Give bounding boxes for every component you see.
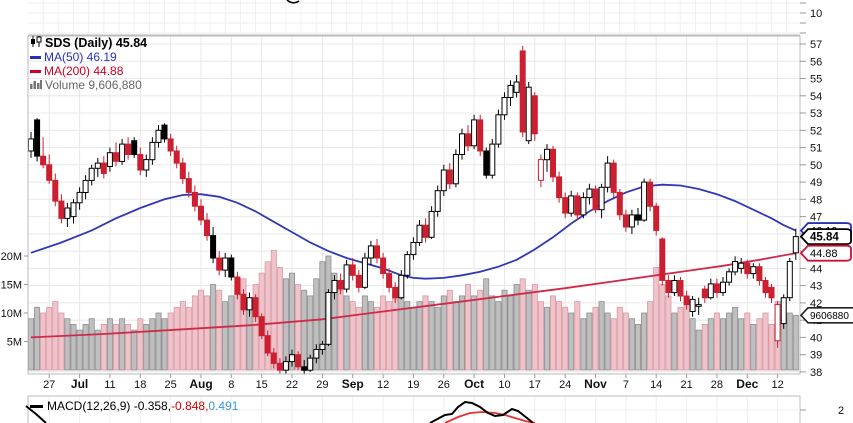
svg-text:2: 2 bbox=[838, 405, 844, 417]
svg-text:44.88: 44.88 bbox=[810, 248, 838, 260]
price-axis: 5756555453525150494847464544434241403938 bbox=[800, 39, 822, 379]
ma50-line-swatch bbox=[30, 55, 41, 59]
svg-text:15M: 15M bbox=[1, 280, 22, 292]
svg-text:51: 51 bbox=[810, 143, 822, 155]
svg-text:38: 38 bbox=[810, 367, 822, 379]
legend-ma200-row: MA(200) 44.88 bbox=[30, 64, 147, 78]
ma50-label: MA(50) 46.19 bbox=[44, 49, 117, 64]
svg-text:20M: 20M bbox=[1, 251, 22, 263]
svg-text:53: 53 bbox=[810, 108, 822, 120]
svg-text:12: 12 bbox=[771, 379, 783, 391]
svg-text:11: 11 bbox=[104, 379, 115, 391]
svg-text:21: 21 bbox=[680, 379, 692, 391]
svg-text:9606880: 9606880 bbox=[810, 311, 849, 322]
macd-signal-value: -0.848, bbox=[171, 399, 209, 413]
svg-text:27: 27 bbox=[43, 379, 55, 391]
svg-text:42: 42 bbox=[810, 298, 822, 310]
svg-text:Aug: Aug bbox=[189, 377, 212, 391]
date-axis: 27 Jul 11 18 25 Aug 8 15 22 29 Sep 12 19 26 Oct 10 17 24 N… bbox=[43, 377, 784, 391]
macd-legend: MACD(12,26,9) -0.358, -0.848, 0.491 bbox=[28, 399, 238, 413]
svg-text:18: 18 bbox=[134, 379, 146, 391]
svg-text:22: 22 bbox=[286, 379, 298, 391]
svg-text:Dec: Dec bbox=[736, 377, 758, 391]
svg-text:10M: 10M bbox=[1, 308, 22, 320]
legend-volume-row: Volume 9,606,880 bbox=[30, 78, 147, 92]
macd-panel: 2 bbox=[25, 395, 844, 423]
ma200-line-swatch bbox=[30, 69, 41, 73]
macd-hist-value: 0.491 bbox=[208, 399, 239, 413]
candles bbox=[28, 45, 799, 374]
macd-line-swatch bbox=[30, 404, 43, 408]
svg-text:24: 24 bbox=[559, 379, 571, 391]
svg-text:10: 10 bbox=[498, 379, 510, 391]
axis-callout-bubble: 45.84 bbox=[799, 228, 852, 246]
volume-label: Volume 9,606,880 bbox=[45, 77, 142, 92]
ma200-label: MA(200) 44.88 bbox=[44, 63, 124, 78]
candlestick-chart-icon bbox=[30, 35, 42, 51]
svg-text:45.84: 45.84 bbox=[810, 232, 839, 244]
svg-text:26: 26 bbox=[438, 379, 450, 391]
svg-text:7: 7 bbox=[623, 379, 629, 391]
svg-text:Sep: Sep bbox=[342, 377, 364, 391]
main-panel-border bbox=[27, 35, 801, 375]
svg-text:29: 29 bbox=[316, 379, 328, 391]
svg-text:10: 10 bbox=[810, 8, 822, 20]
svg-text:17: 17 bbox=[529, 379, 541, 391]
svg-text:57: 57 bbox=[810, 39, 822, 51]
volume-callout-bubble: 9606880 bbox=[799, 306, 853, 324]
svg-text:48: 48 bbox=[810, 194, 822, 206]
ma50-line bbox=[30, 183, 797, 280]
svg-text:14: 14 bbox=[650, 379, 662, 391]
chart-legend: SDS (Daily) 45.84 MA(50) 46.19 MA(200) 4… bbox=[30, 35, 148, 92]
legend-ma50-row: MA(50) 46.19 bbox=[30, 50, 147, 64]
svg-text:12: 12 bbox=[377, 379, 389, 391]
svg-text:52: 52 bbox=[810, 125, 822, 137]
svg-text:50: 50 bbox=[810, 160, 822, 172]
volume-bars-icon bbox=[30, 78, 42, 93]
svg-text:56: 56 bbox=[810, 56, 822, 68]
svg-text:47: 47 bbox=[810, 212, 822, 224]
volume-axis: 20M 15M 10M 5M bbox=[1, 251, 28, 349]
macd-value: MACD(12,26,9) -0.358, bbox=[47, 399, 172, 413]
legend-symbol-row: SDS (Daily) 45.84 bbox=[30, 35, 148, 51]
svg-text:49: 49 bbox=[810, 177, 822, 189]
svg-text:15: 15 bbox=[256, 379, 268, 391]
svg-text:55: 55 bbox=[810, 74, 822, 86]
svg-text:39: 39 bbox=[810, 350, 822, 362]
svg-text:Jul: Jul bbox=[71, 377, 88, 391]
svg-text:54: 54 bbox=[810, 91, 822, 103]
svg-text:8: 8 bbox=[228, 379, 234, 391]
svg-text:25: 25 bbox=[164, 379, 176, 391]
symbol-title: SDS (Daily) 45.84 bbox=[45, 35, 148, 50]
svg-text:43: 43 bbox=[810, 281, 822, 293]
macd-line-curve bbox=[429, 400, 534, 423]
macd-signal-curve bbox=[444, 411, 536, 423]
svg-text:19: 19 bbox=[407, 379, 419, 391]
macd-line-curve-left bbox=[25, 405, 47, 423]
svg-text:5M: 5M bbox=[7, 337, 22, 349]
svg-text:40: 40 bbox=[810, 332, 822, 344]
axis-callout-bubble: 44.88 bbox=[799, 244, 852, 262]
svg-text:44: 44 bbox=[810, 263, 822, 275]
top-panel: 10 bbox=[28, 0, 822, 36]
svg-text:Nov: Nov bbox=[584, 377, 607, 391]
svg-text:28: 28 bbox=[711, 379, 723, 391]
svg-text:Oct: Oct bbox=[464, 377, 484, 391]
